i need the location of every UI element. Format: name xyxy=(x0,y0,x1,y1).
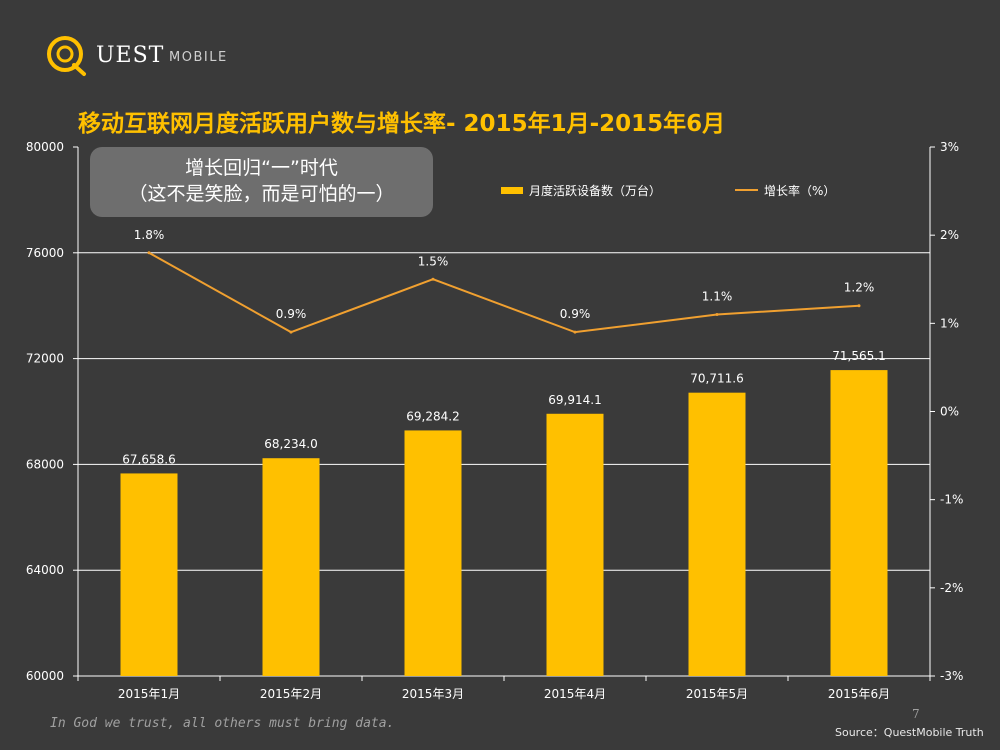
growth-point xyxy=(857,304,861,308)
logo-word: UEST xyxy=(96,43,165,68)
bar xyxy=(688,392,746,676)
page-title: 移动互联网月度活跃用户数与增长率- 2015年1月-2015年6月 xyxy=(78,111,726,137)
growth-point xyxy=(715,313,719,317)
bar-value-label: 68,234.0 xyxy=(264,437,317,451)
growth-value-label: 0.9% xyxy=(560,307,591,321)
growth-value-label: 1.5% xyxy=(418,254,449,268)
bar xyxy=(546,413,604,676)
growth-line xyxy=(148,251,860,334)
logo: UEST MOBILE xyxy=(44,34,234,78)
y2-tick-label: 2% xyxy=(940,228,959,242)
bar xyxy=(830,370,888,676)
y2-tick-label: -2% xyxy=(940,581,963,595)
bar xyxy=(262,458,320,676)
y2-tick-label: 1% xyxy=(940,316,959,330)
page-number: 7 xyxy=(912,707,920,721)
growth-value-label: 1.1% xyxy=(702,290,733,304)
growth-point xyxy=(147,251,151,255)
growth-point xyxy=(573,330,577,334)
x-tick-label: 2015年2月 xyxy=(260,687,322,701)
legend-label-bar: 月度活跃设备数（万台） xyxy=(529,183,661,198)
y2-tick-label: 0% xyxy=(940,405,959,419)
y2-tick-label: -1% xyxy=(940,493,963,507)
bar-value-label: 69,914.1 xyxy=(548,393,601,407)
callout-box: 增长回归“一”时代 （这不是笑脸，而是可怕的一） xyxy=(90,147,433,217)
callout-line-1: 增长回归“一”时代 xyxy=(185,157,338,179)
x-tick-label: 2015年1月 xyxy=(118,687,180,701)
legend-swatch-bar xyxy=(501,187,523,194)
y-tick-label: 64000 xyxy=(26,563,64,577)
y-tick-label: 60000 xyxy=(26,669,64,683)
growth-point xyxy=(431,277,435,281)
y-tick-label: 76000 xyxy=(26,246,64,260)
x-tick-label: 2015年3月 xyxy=(402,687,464,701)
y-tick-label: 68000 xyxy=(26,457,64,471)
bar-value-label: 70,711.6 xyxy=(690,372,743,386)
growth-value-label: 1.8% xyxy=(134,228,165,242)
y2-tick-label: 3% xyxy=(940,140,959,154)
growth-value-label: 1.2% xyxy=(844,281,875,295)
q-logo-icon xyxy=(47,36,86,76)
bar-value-label: 67,658.6 xyxy=(122,452,175,466)
x-tick-label: 2015年6月 xyxy=(828,687,890,701)
callout-line-2: （这不是笑脸，而是可怕的一） xyxy=(128,183,395,205)
footer-quote: In God we trust, all others must bring d… xyxy=(50,716,395,731)
x-tick-label: 2015年5月 xyxy=(686,687,748,701)
bar xyxy=(404,430,462,676)
y-tick-label: 72000 xyxy=(26,352,64,366)
x-tick-label: 2015年4月 xyxy=(544,687,606,701)
logo-subtitle: MOBILE xyxy=(169,50,228,65)
bar-value-label: 71,565.1 xyxy=(832,349,885,363)
y-tick-label: 80000 xyxy=(26,140,64,154)
bar-value-label: 69,284.2 xyxy=(406,409,459,423)
bar xyxy=(120,473,178,676)
source-note: Source：QuestMobile Truth xyxy=(835,726,984,739)
y2-tick-label: -3% xyxy=(940,669,963,683)
growth-value-label: 0.9% xyxy=(276,307,307,321)
growth-point xyxy=(289,330,293,334)
legend-label-line: 增长率（%） xyxy=(764,183,835,198)
